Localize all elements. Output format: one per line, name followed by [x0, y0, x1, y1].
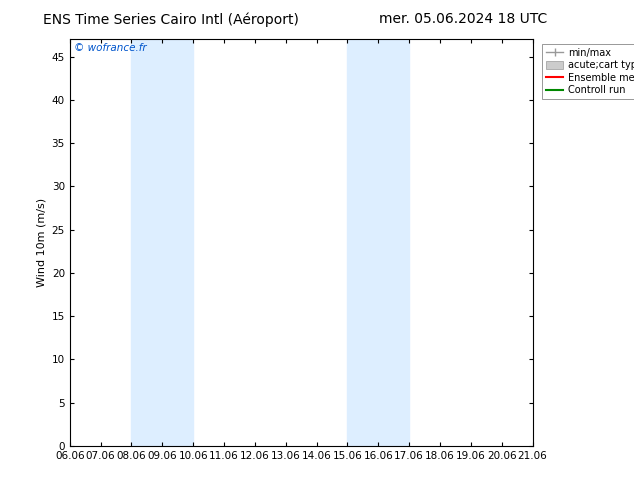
Y-axis label: Wind 10m (m/s): Wind 10m (m/s) [36, 198, 46, 287]
Bar [131, 39, 193, 446]
Text: mer. 05.06.2024 18 UTC: mer. 05.06.2024 18 UTC [378, 12, 547, 26]
Text: ENS Time Series Cairo Intl (Aéroport): ENS Time Series Cairo Intl (Aéroport) [43, 12, 299, 27]
Bar [347, 39, 409, 446]
Legend: min/max, acute;cart type, Ensemble mean run, Controll run: min/max, acute;cart type, Ensemble mean … [542, 44, 634, 99]
Text: © wofrance.fr: © wofrance.fr [74, 43, 147, 53]
